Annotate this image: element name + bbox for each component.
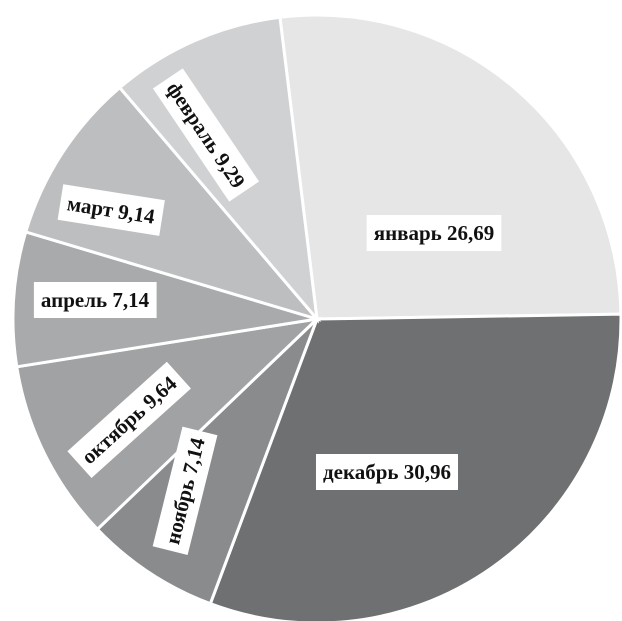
pie-label-box-6	[152, 68, 260, 202]
pie-label-0: январь 26,69	[366, 215, 502, 251]
pie-label-text-1: декабрь 30,96	[323, 460, 451, 484]
pie-slice-4	[11, 230, 318, 369]
pie-label-box-0	[366, 215, 502, 251]
pie-slice-5	[23, 85, 322, 322]
pie-label-box-5	[57, 184, 165, 236]
pie-slice-0	[278, 13, 622, 321]
pie-label-4: апрель 7,14	[33, 282, 157, 318]
pie-label-text-4: апрель 7,14	[41, 288, 150, 312]
pie-label-box-3	[67, 361, 191, 478]
pie-label-text-0: январь 26,69	[374, 221, 495, 245]
pie-label-box-4	[33, 282, 157, 318]
pie-label-box-1	[315, 454, 459, 490]
pie-label-5: март 9,14	[57, 184, 165, 236]
pie-label-box-2	[152, 426, 218, 555]
pie-label-1: декабрь 30,96	[315, 454, 459, 490]
